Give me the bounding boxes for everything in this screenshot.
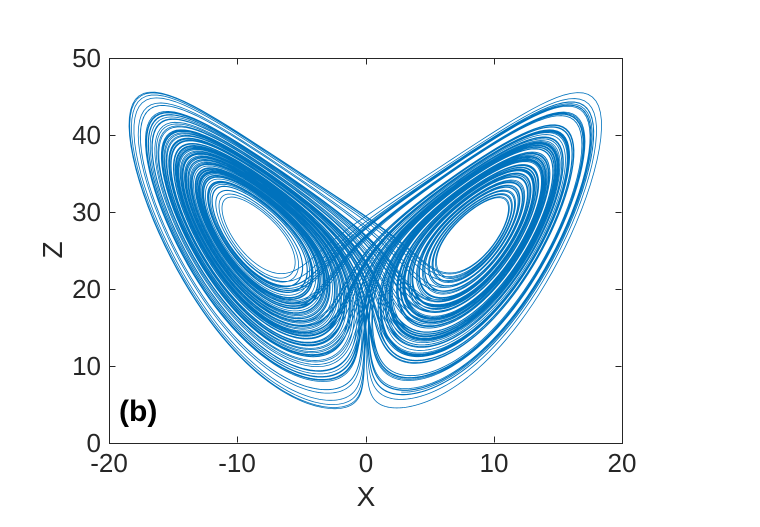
xtick-label-neg20: -20 (90, 448, 128, 478)
ytick-label-0: 0 (86, 428, 101, 458)
ytick-label-10: 10 (72, 351, 101, 381)
xtick-label-10: 10 (479, 448, 509, 478)
ytick-label-20: 20 (72, 274, 101, 304)
xtick-label-neg10: -10 (218, 448, 256, 478)
y-axis-label: Z (37, 241, 68, 259)
attractor-curve-canvas (109, 58, 622, 443)
xtick-label-20: 20 (607, 448, 637, 478)
x-axis-label: X (356, 481, 376, 512)
subplot-annotation: (b) (119, 395, 158, 428)
ytick-label-40: 40 (72, 120, 101, 150)
xtick-label-0: 0 (358, 448, 374, 478)
ytick-label-50: 50 (72, 43, 101, 73)
ytick-label-30: 30 (72, 197, 101, 227)
